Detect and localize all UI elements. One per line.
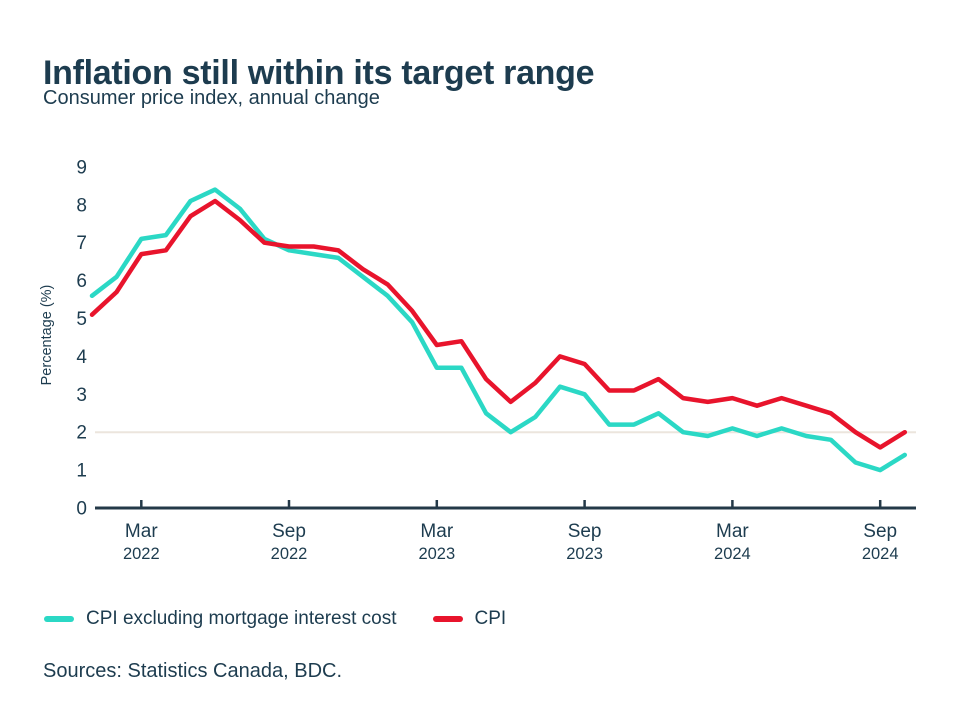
y-tick-label: 5 bbox=[76, 309, 87, 330]
x-tick-month-label: Mar bbox=[125, 521, 158, 542]
x-tick-year-label: 2024 bbox=[862, 545, 899, 563]
x-tick-month-label: Sep bbox=[568, 521, 602, 542]
x-tick-month-label: Mar bbox=[420, 521, 453, 542]
y-tick-label: 7 bbox=[76, 233, 87, 254]
series-line-cpi-excluding-mortgage bbox=[89, 187, 908, 473]
y-tick-label: 6 bbox=[76, 271, 87, 292]
x-tick-year-label: 2024 bbox=[714, 545, 751, 563]
series-line-cpi bbox=[89, 198, 908, 450]
x-tick-year-label: 2023 bbox=[566, 545, 603, 563]
legend-swatch-red-icon bbox=[432, 616, 463, 622]
page-title: Inflation still within its target range bbox=[43, 53, 595, 92]
page-subtitle: Consumer price index, annual change bbox=[43, 87, 380, 109]
chart-legend: CPI excluding mortgage interest cost CPI bbox=[44, 608, 506, 630]
y-tick-label: 3 bbox=[76, 385, 87, 406]
x-tick-year-label: 2022 bbox=[271, 545, 308, 563]
x-tick-month-label: Sep bbox=[272, 521, 306, 542]
y-tick-label: 0 bbox=[76, 499, 87, 520]
y-tick-label: 1 bbox=[76, 461, 87, 482]
legend-item-cpi-excluding-mortgage: CPI excluding mortgage interest cost bbox=[44, 608, 397, 630]
legend-item-cpi: CPI bbox=[432, 608, 507, 630]
legend-swatch-teal-icon bbox=[44, 616, 74, 622]
x-tick-month-label: Sep bbox=[863, 521, 897, 542]
x-tick-year-label: 2023 bbox=[418, 545, 455, 563]
sources-note: Sources: Statistics Canada, BDC. bbox=[43, 660, 343, 682]
y-tick-label: 4 bbox=[76, 347, 87, 368]
y-tick-label: 2 bbox=[76, 423, 87, 444]
x-tick-year-label: 2022 bbox=[123, 545, 160, 563]
legend-label-cpi-excluding-mortgage: CPI excluding mortgage interest cost bbox=[86, 608, 397, 629]
y-tick-label: 8 bbox=[76, 195, 87, 216]
x-tick-month-label: Mar bbox=[716, 521, 749, 542]
legend-label-cpi: CPI bbox=[474, 608, 507, 629]
y-tick-label: 9 bbox=[76, 157, 87, 178]
